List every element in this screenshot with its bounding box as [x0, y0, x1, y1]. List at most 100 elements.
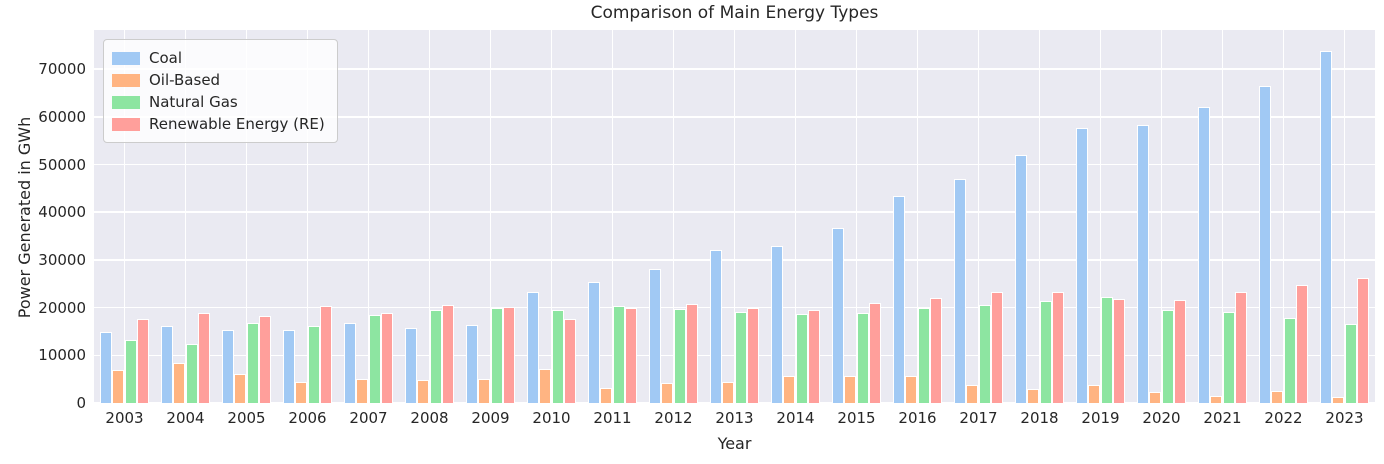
- legend-swatch-icon: [112, 51, 140, 65]
- x-tick-label: 2014: [776, 409, 815, 427]
- x-tick-label: 2015: [837, 409, 876, 427]
- bar-natural-gas-2018: [1039, 301, 1052, 403]
- gridline-vertical: [550, 30, 553, 403]
- bar-renewable-energy-re-2008: [441, 304, 454, 403]
- bar-oil-based-2010: [539, 369, 552, 403]
- bar-oil-based-2020: [1149, 391, 1162, 403]
- gridline-vertical: [1160, 30, 1163, 403]
- gridline-vertical: [1282, 30, 1285, 403]
- chart-title: Comparison of Main Energy Types: [590, 3, 879, 23]
- bar-oil-based-2005: [234, 374, 247, 403]
- x-axis-label: Year: [717, 434, 752, 453]
- legend-label: Renewable Energy (RE): [149, 115, 325, 133]
- legend-item-renewable-energy-re: Renewable Energy (RE): [112, 113, 325, 135]
- bar-renewable-energy-re-2010: [563, 318, 576, 403]
- y-tick-label: 70000: [38, 60, 86, 79]
- legend-label: Coal: [149, 49, 183, 67]
- bar-renewable-energy-re-2007: [380, 313, 393, 403]
- bar-oil-based-2015: [844, 375, 857, 403]
- legend-label: Natural Gas: [149, 93, 238, 111]
- y-tick-label: 0: [76, 394, 86, 412]
- gridline-vertical: [245, 30, 248, 403]
- bar-oil-based-2018: [1027, 388, 1040, 403]
- bar-renewable-energy-re-2019: [1112, 298, 1125, 403]
- bar-natural-gas-2010: [551, 310, 564, 403]
- bar-oil-based-2019: [1088, 384, 1101, 403]
- bar-renewable-energy-re-2004: [197, 313, 210, 403]
- bar-renewable-energy-re-2015: [868, 302, 881, 403]
- bar-oil-based-2022: [1271, 391, 1284, 403]
- bar-oil-based-2011: [600, 387, 613, 403]
- legend-item-oil-based: Oil-Based: [112, 69, 325, 91]
- x-tick-label: 2010: [532, 409, 571, 427]
- bar-natural-gas-2017: [978, 305, 991, 403]
- bar-coal-2011: [588, 282, 601, 403]
- gridline-vertical: [1343, 30, 1346, 403]
- gridline-vertical: [977, 30, 980, 403]
- bar-coal-2009: [466, 325, 479, 403]
- bar-renewable-energy-re-2016: [929, 298, 942, 403]
- x-tick-label: 2009: [471, 409, 510, 427]
- bar-natural-gas-2016: [917, 308, 930, 403]
- bar-natural-gas-2004: [185, 344, 198, 403]
- bar-natural-gas-2013: [734, 312, 747, 403]
- bar-natural-gas-2003: [124, 340, 137, 403]
- x-tick-label: 2017: [959, 409, 998, 427]
- gridline-horizontal: [94, 402, 1375, 404]
- bar-coal-2023: [1320, 51, 1333, 403]
- legend-label: Oil-Based: [149, 71, 221, 89]
- bar-oil-based-2021: [1210, 396, 1223, 403]
- plot-area: [94, 30, 1375, 404]
- bar-coal-2013: [710, 250, 723, 403]
- bar-natural-gas-2021: [1222, 312, 1235, 403]
- gridline-vertical: [367, 30, 370, 403]
- x-tick-label: 2018: [1020, 409, 1059, 427]
- legend-item-coal: Coal: [112, 47, 325, 69]
- bar-coal-2010: [527, 291, 540, 403]
- bar-coal-2007: [344, 322, 357, 403]
- gridline-vertical: [489, 30, 492, 403]
- gridline-vertical: [1099, 30, 1102, 403]
- bar-natural-gas-2022: [1283, 318, 1296, 403]
- bar-renewable-energy-re-2022: [1295, 284, 1308, 403]
- x-tick-label: 2007: [349, 409, 388, 427]
- legend-swatch-icon: [112, 117, 140, 131]
- bar-renewable-energy-re-2003: [136, 319, 149, 403]
- bar-natural-gas-2005: [246, 323, 259, 403]
- x-tick-label: 2023: [1325, 409, 1364, 427]
- gridline-vertical: [1221, 30, 1224, 403]
- bar-oil-based-2004: [173, 363, 186, 403]
- x-tick-label: 2011: [593, 409, 632, 427]
- bar-natural-gas-2023: [1344, 323, 1357, 403]
- bar-natural-gas-2019: [1100, 297, 1113, 403]
- bar-natural-gas-2014: [795, 314, 808, 403]
- bar-renewable-energy-re-2012: [685, 303, 698, 403]
- bar-natural-gas-2008: [429, 309, 442, 403]
- bar-renewable-energy-re-2005: [258, 316, 271, 403]
- x-tick-label: 2020: [1142, 409, 1181, 427]
- gridline-vertical: [611, 30, 614, 403]
- y-tick-label: 50000: [38, 155, 86, 174]
- y-tick-label: 10000: [38, 346, 86, 365]
- bar-coal-2021: [1198, 107, 1211, 403]
- bar-natural-gas-2012: [673, 309, 686, 403]
- bar-coal-2018: [1015, 154, 1028, 403]
- gridline-vertical: [672, 30, 675, 403]
- gridline-vertical: [123, 30, 126, 403]
- bar-coal-2017: [954, 179, 967, 403]
- bar-natural-gas-2015: [856, 313, 869, 403]
- gridline-vertical: [794, 30, 797, 403]
- x-tick-label: 2016: [898, 409, 937, 427]
- bar-coal-2016: [893, 196, 906, 403]
- x-tick-label: 2021: [1203, 409, 1242, 427]
- bar-renewable-energy-re-2009: [502, 307, 515, 403]
- bar-coal-2019: [1076, 127, 1089, 403]
- bar-natural-gas-2011: [612, 305, 625, 403]
- bar-renewable-energy-re-2014: [807, 309, 820, 403]
- bar-coal-2003: [100, 331, 113, 403]
- x-tick-label: 2003: [105, 409, 144, 427]
- x-tick-label: 2004: [166, 409, 205, 427]
- y-tick-label: 40000: [38, 203, 86, 222]
- gridline-vertical: [855, 30, 858, 403]
